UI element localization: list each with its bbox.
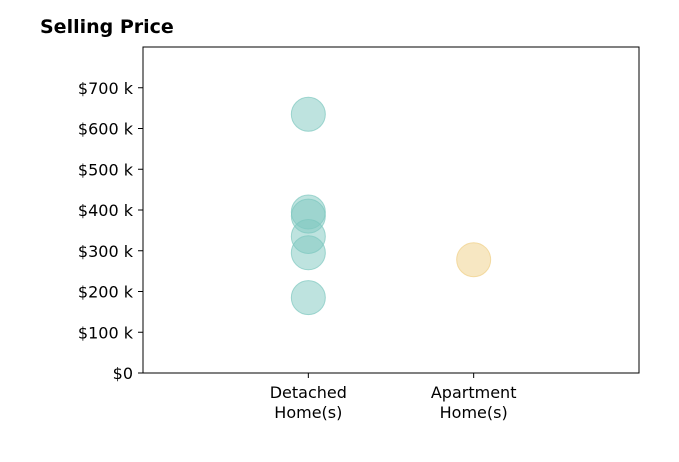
y-tick-label: $300 k — [78, 242, 134, 261]
y-tick-label: $700 k — [78, 79, 134, 98]
y-axis: $0 $100 k $200 k $300 k $400 k $500 k $600 k $7… — [78, 79, 143, 383]
plot-frame — [142, 46, 640, 374]
chart-title: Selling Price — [40, 16, 174, 38]
data-point — [290, 96, 326, 132]
data-point — [456, 242, 492, 278]
x-tick-label: Home(s) — [274, 403, 342, 422]
data-point — [290, 235, 326, 271]
y-tick-label: $400 k — [78, 201, 134, 220]
data-point — [290, 280, 326, 316]
x-tick-label: Detached — [270, 383, 347, 402]
y-tick-label: $500 k — [78, 160, 134, 179]
y-tick-label: $0 — [113, 364, 133, 383]
y-tick-label: $100 k — [78, 323, 134, 342]
x-tick-label: Home(s) — [440, 403, 508, 422]
x-tick-label: Apartment — [431, 383, 517, 402]
data-points — [290, 96, 492, 316]
y-tick-label: $600 k — [78, 120, 134, 139]
y-tick-label: $200 k — [78, 283, 134, 302]
